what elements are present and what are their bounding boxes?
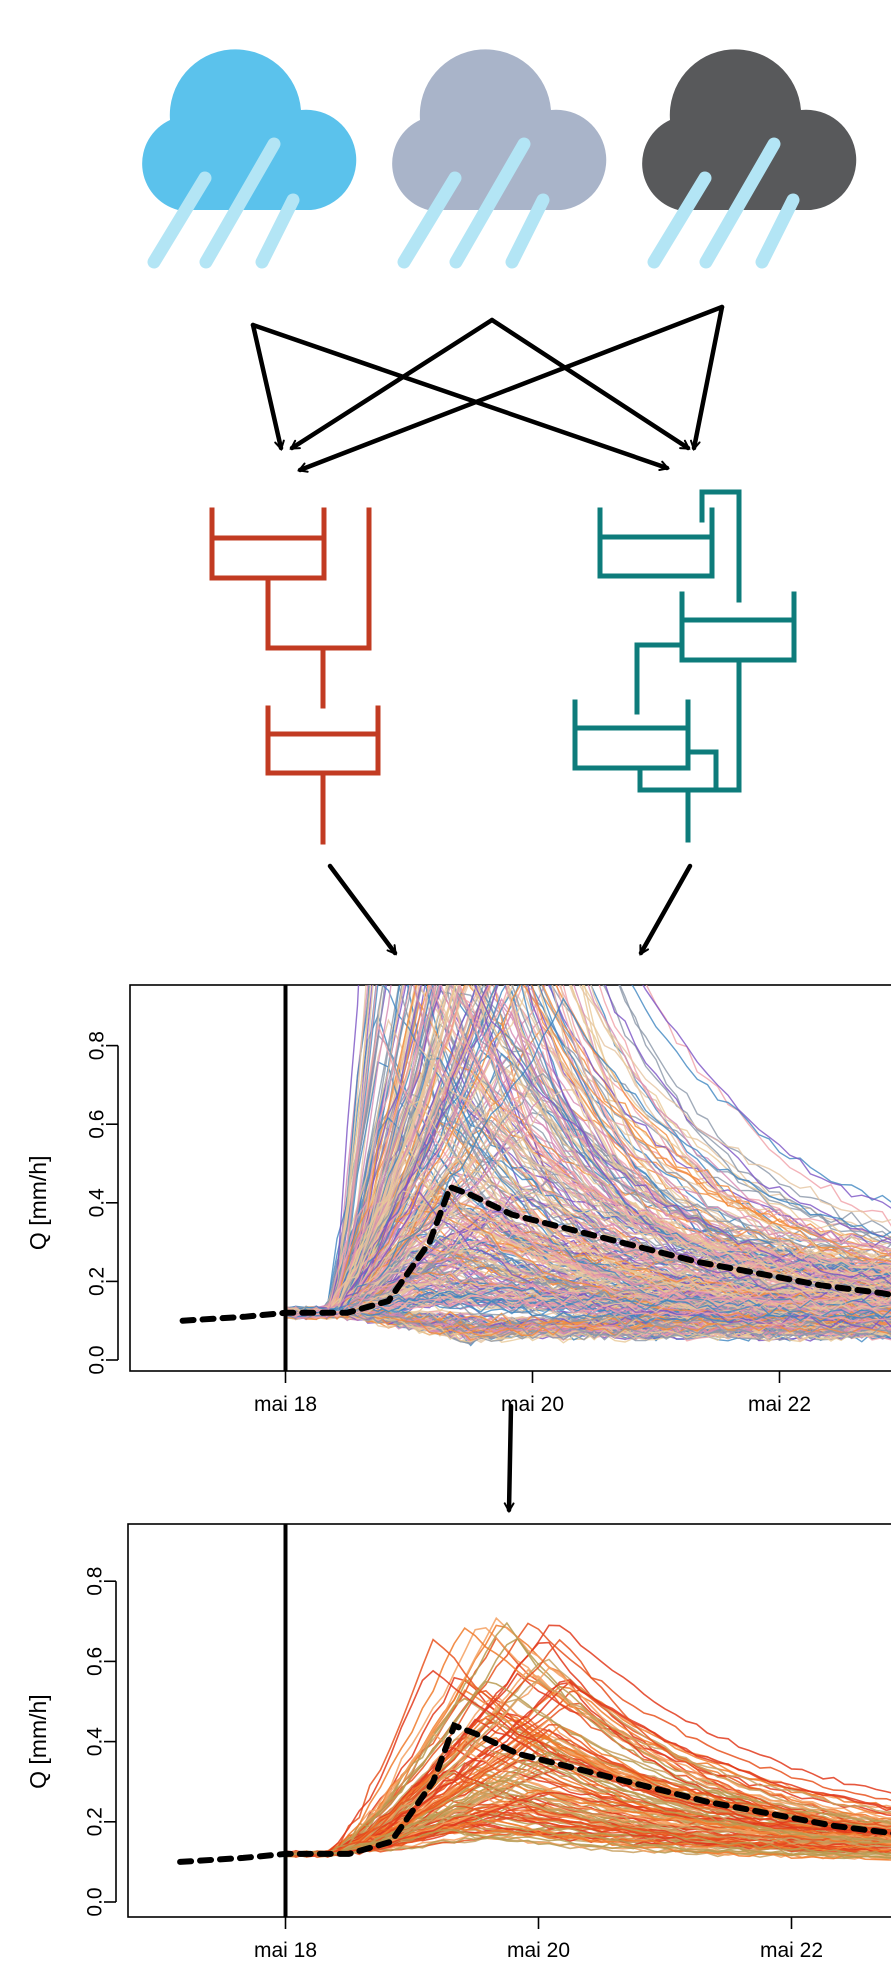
reservoir-3 (268, 708, 378, 773)
ensemble-members (286, 731, 891, 1345)
x-tick-label: mai 22 (760, 1939, 823, 1962)
y-tick-label: 0.4 (84, 1727, 107, 1757)
forecast-cloud-2 (392, 49, 606, 262)
reservoir-c (575, 702, 688, 768)
y-tick-label: 0.6 (86, 1110, 109, 1139)
y-tick-label: 0.0 (86, 1345, 109, 1374)
y-tick-label: 0.2 (84, 1807, 107, 1836)
x-tick-label: mai 22 (748, 1393, 811, 1416)
model-output-arrows (330, 866, 690, 953)
reservoir-a-link (702, 492, 739, 600)
forecast-cloud-3 (642, 49, 856, 262)
y-tick-label: 0.0 (84, 1887, 107, 1916)
y-tick-label: 0.8 (86, 1031, 109, 1060)
forecast-cloud-1 (142, 49, 356, 262)
raw-ensemble-chart: mai 18 mai 20 mai 22 0.0 0.2 0.4 0.6 0.8 Q [mm/h… (25, 731, 891, 1416)
x-tick-label: mai 18 (254, 1939, 317, 1962)
weather-forecast-clouds (142, 49, 856, 262)
arrow-cloud3-model2 (694, 307, 722, 448)
arrow-model2-ensemble (641, 866, 690, 953)
arrow-model1-ensemble (330, 866, 395, 953)
reservoir-1 (212, 510, 324, 578)
postprocessing-arrow (509, 1406, 511, 1510)
x-tick-label: mai 20 (507, 1939, 570, 1962)
arrow-cloud1-model2 (253, 325, 667, 468)
hydrological-model-2 (575, 492, 794, 840)
reservoir-a (600, 510, 712, 576)
y-tick-label: 0.2 (86, 1267, 109, 1296)
ensemble-members (286, 1618, 891, 1861)
y-tick-label: 0.4 (86, 1188, 109, 1218)
y-axis-title: Q [mm/h] (25, 1694, 51, 1789)
arrow-cloud1-model1 (253, 325, 281, 448)
y-tick-label: 0.8 (84, 1567, 107, 1596)
hydrological-model-1 (212, 510, 378, 842)
y-axis-title: Q [mm/h] (25, 1156, 51, 1251)
y-tick-label: 0.6 (84, 1647, 107, 1676)
x-tick-label: mai 18 (254, 1393, 317, 1416)
forcing-arrows (253, 307, 722, 470)
arrow-cloud2-model1 (292, 320, 492, 448)
reservoir-b (682, 594, 794, 660)
postprocessed-ensemble-chart: mai 18 mai 20 mai 22 0.0 0.2 0.4 0.6 0.8 Q [mm/h… (25, 1524, 891, 1962)
